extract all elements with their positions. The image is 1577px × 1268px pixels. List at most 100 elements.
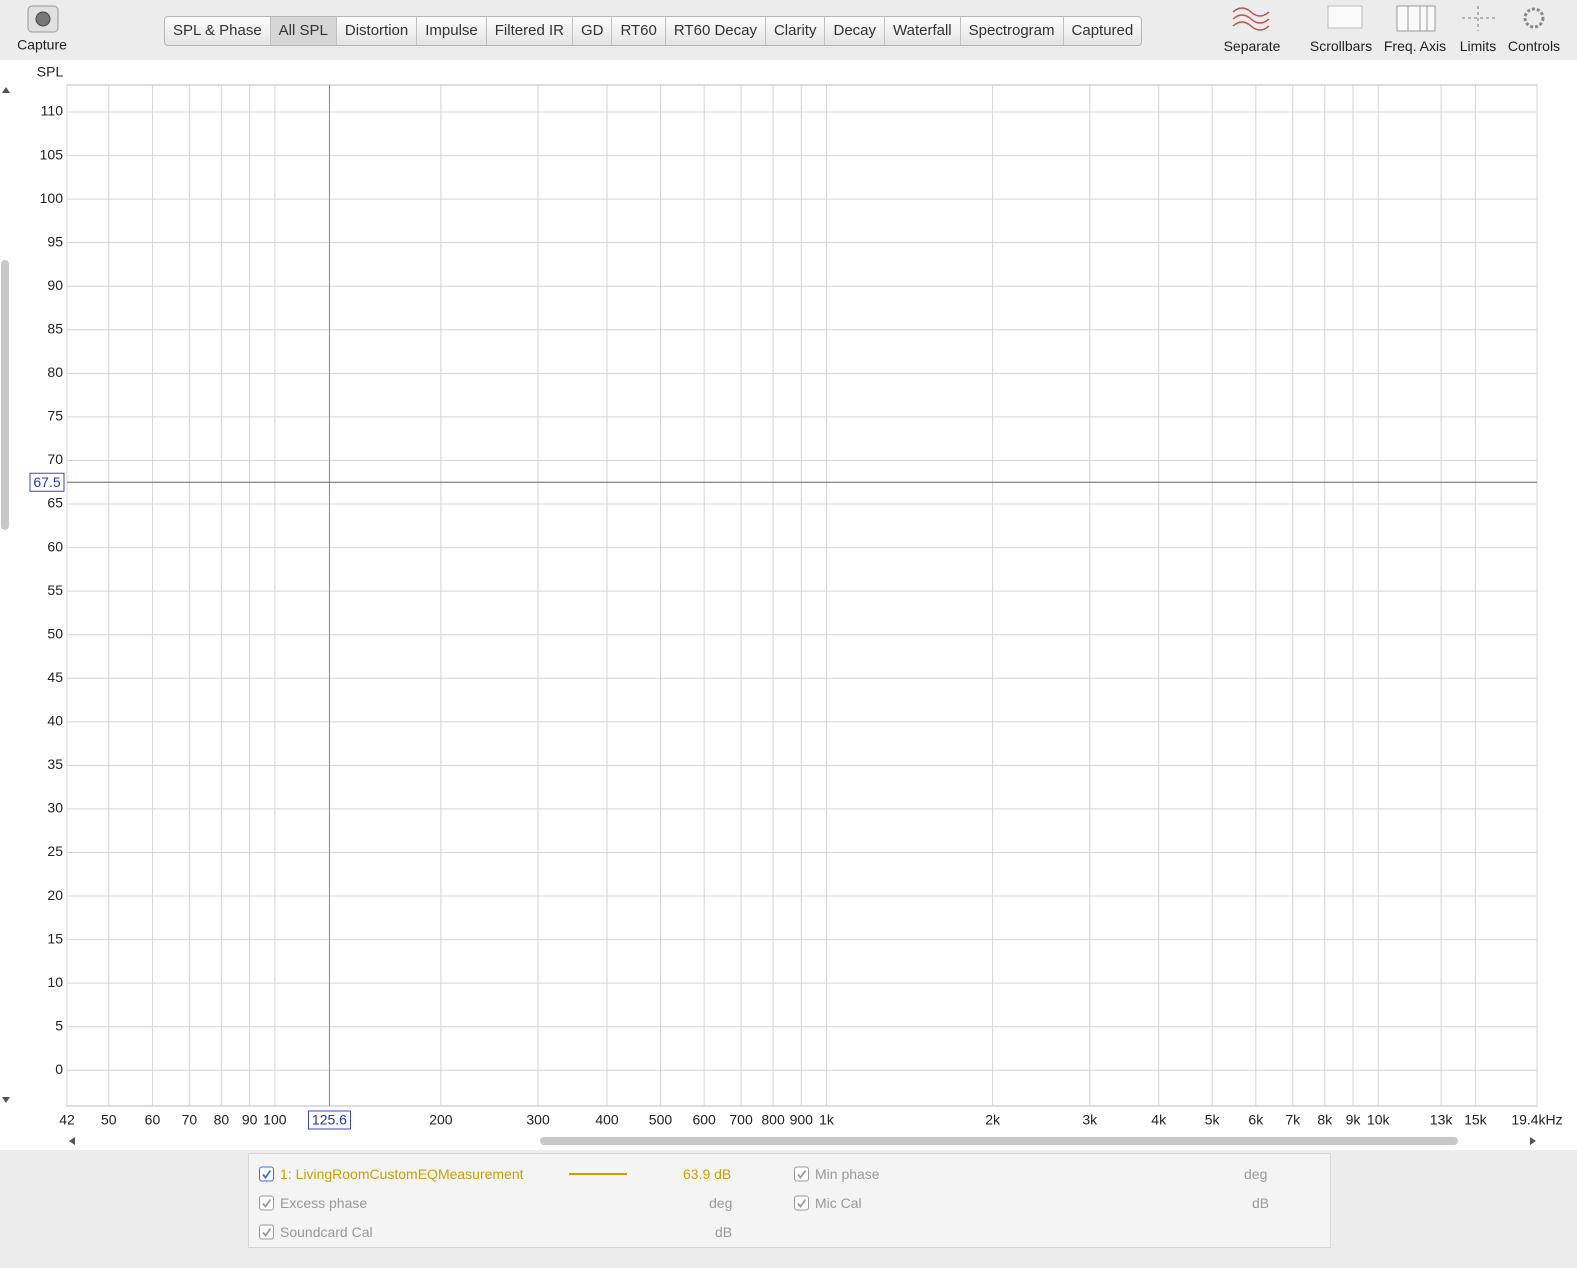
tab[interactable]: Impulse [416, 17, 486, 45]
legend-swatch [569, 1173, 627, 1175]
limits-icon[interactable] [1462, 6, 1496, 31]
y-tick-label: 70 [47, 451, 63, 467]
x-tick-label: 6k [1248, 1112, 1264, 1128]
x-tick-label: 2k [985, 1112, 1001, 1128]
tool-label[interactable]: Freq. Axis [1383, 38, 1447, 54]
x-tick-label: 500 [649, 1112, 673, 1128]
y-tick-label: 110 [41, 103, 64, 119]
tool-label[interactable]: Limits [1459, 38, 1497, 54]
controls-icon[interactable] [1523, 7, 1545, 29]
tool-label[interactable]: Separate [1223, 38, 1281, 54]
tab[interactable]: Filtered IR [485, 17, 572, 45]
checkbox[interactable] [259, 1224, 274, 1240]
tab[interactable]: Distortion [335, 17, 416, 45]
checkbox[interactable] [794, 1195, 809, 1211]
checkbox[interactable] [259, 1166, 274, 1182]
separate-icon[interactable] [1232, 7, 1270, 31]
cursor-box [307, 1110, 351, 1130]
check-mark [797, 1198, 807, 1208]
x-tick-label: 90 [242, 1112, 258, 1128]
y-tick-label: 10 [47, 974, 63, 990]
y-tick-label: 0 [55, 1061, 63, 1077]
x-tick-label: 700 [729, 1112, 753, 1128]
y-tick-label: 30 [47, 800, 63, 816]
freq-axis-icon[interactable] [1407, 6, 1428, 31]
x-tick-label: 300 [526, 1112, 550, 1128]
y-tick-label: 90 [47, 277, 63, 293]
x-tick-label: 70 [182, 1112, 198, 1128]
x-tick-label: 900 [790, 1112, 814, 1128]
y-tick-label: 85 [47, 320, 63, 336]
tool-label[interactable]: Controls [1507, 38, 1561, 54]
y-axis-label: SPL [37, 64, 64, 80]
tool-label[interactable]: Scrollbars [1309, 38, 1373, 54]
x-tick-label: 8k [1317, 1112, 1333, 1128]
h-scrollbar[interactable] [540, 1137, 1458, 1145]
tab[interactable]: Waterfall [884, 17, 960, 45]
legend-unit: dB [1252, 1195, 1270, 1211]
capture-icon[interactable] [35, 11, 51, 27]
tab[interactable]: RT60 Decay [664, 17, 765, 45]
x-tick-label: 42 [59, 1112, 75, 1128]
y-tick-label: 35 [47, 756, 63, 772]
x-tick-label: 400 [595, 1112, 619, 1128]
cursor-y-label: 67.5 [33, 474, 60, 490]
legend-readout: 63.9 dB [683, 1166, 732, 1182]
legend-option[interactable]: Mic Cal [815, 1195, 862, 1211]
tab-bar: SPL & Phase All SPL Distortion Impulse Filte… [164, 16, 1143, 46]
y-tick-label: 75 [47, 408, 63, 424]
x-tick-label: 200 [429, 1112, 453, 1128]
y-tick-label: 80 [47, 364, 63, 380]
y-tick-label: 105 [40, 146, 64, 162]
v-scrollbar[interactable] [1, 260, 9, 530]
tab[interactable]: SPL & Phase [173, 22, 262, 39]
x-tick-label: 10k [1367, 1112, 1391, 1128]
x-tick-label: 600 [692, 1112, 716, 1128]
tab[interactable]: Captured [1062, 17, 1142, 45]
checkbox[interactable] [794, 1166, 809, 1182]
legend-panel: 1: LivingRoomCustomEQMeasurement 63.9 dB M… [248, 1153, 1331, 1248]
x-tick-label: 50 [101, 1112, 117, 1128]
tab[interactable]: GD [571, 17, 612, 45]
y-tick-label: 5 [55, 1017, 63, 1033]
x-tick-label: 5k [1205, 1112, 1221, 1128]
capture-label[interactable]: Capture [17, 37, 67, 53]
freq-axis-icon[interactable] [1396, 5, 1436, 32]
x-tick-label: 9k [1346, 1112, 1362, 1128]
check-mark [262, 1227, 272, 1237]
check-mark [262, 1198, 272, 1208]
legend-unit: dB [715, 1224, 733, 1240]
legend-unit: deg [709, 1195, 733, 1211]
legend-option[interactable]: Excess phase [280, 1195, 368, 1211]
tool-icons[interactable] [1232, 5, 1545, 32]
x-tick-label: 13k [1430, 1112, 1454, 1128]
x-tick-label: 3k [1082, 1112, 1098, 1128]
scrollbars-icon[interactable] [1327, 5, 1363, 29]
y-tick-label: 55 [47, 582, 63, 598]
y-tick-label: 20 [47, 887, 63, 903]
x-tick-label: 80 [214, 1112, 230, 1128]
y-tick-label: 25 [47, 843, 63, 859]
y-tick-label: 50 [47, 625, 63, 641]
legend-entry[interactable]: 1: LivingRoomCustomEQMeasurement [280, 1166, 524, 1182]
checkbox[interactable] [259, 1195, 274, 1211]
tab[interactable]: Spectrogram [959, 17, 1063, 45]
tab[interactable]: Clarity [764, 17, 825, 45]
x-tick-label: 7k [1285, 1112, 1301, 1128]
y-tick-label: 95 [47, 233, 63, 249]
tab[interactable]: RT60 [611, 17, 664, 45]
legend-option[interactable]: Min phase [815, 1166, 880, 1182]
tab[interactable]: All SPL [269, 17, 336, 45]
x-tick-label: 800 [761, 1112, 785, 1128]
cursor-x-label: 125.6 [312, 1112, 347, 1128]
legend-unit: deg [1244, 1166, 1268, 1182]
check-mark [262, 1169, 272, 1179]
x-tick-label: 15k [1464, 1112, 1488, 1128]
x-tick-label: 4k [1151, 1112, 1167, 1128]
tab[interactable]: Decay [824, 17, 884, 45]
y-tick-label: 40 [47, 713, 63, 729]
y-tick-label: 100 [40, 190, 64, 206]
legend-option[interactable]: Soundcard Cal [280, 1224, 373, 1240]
